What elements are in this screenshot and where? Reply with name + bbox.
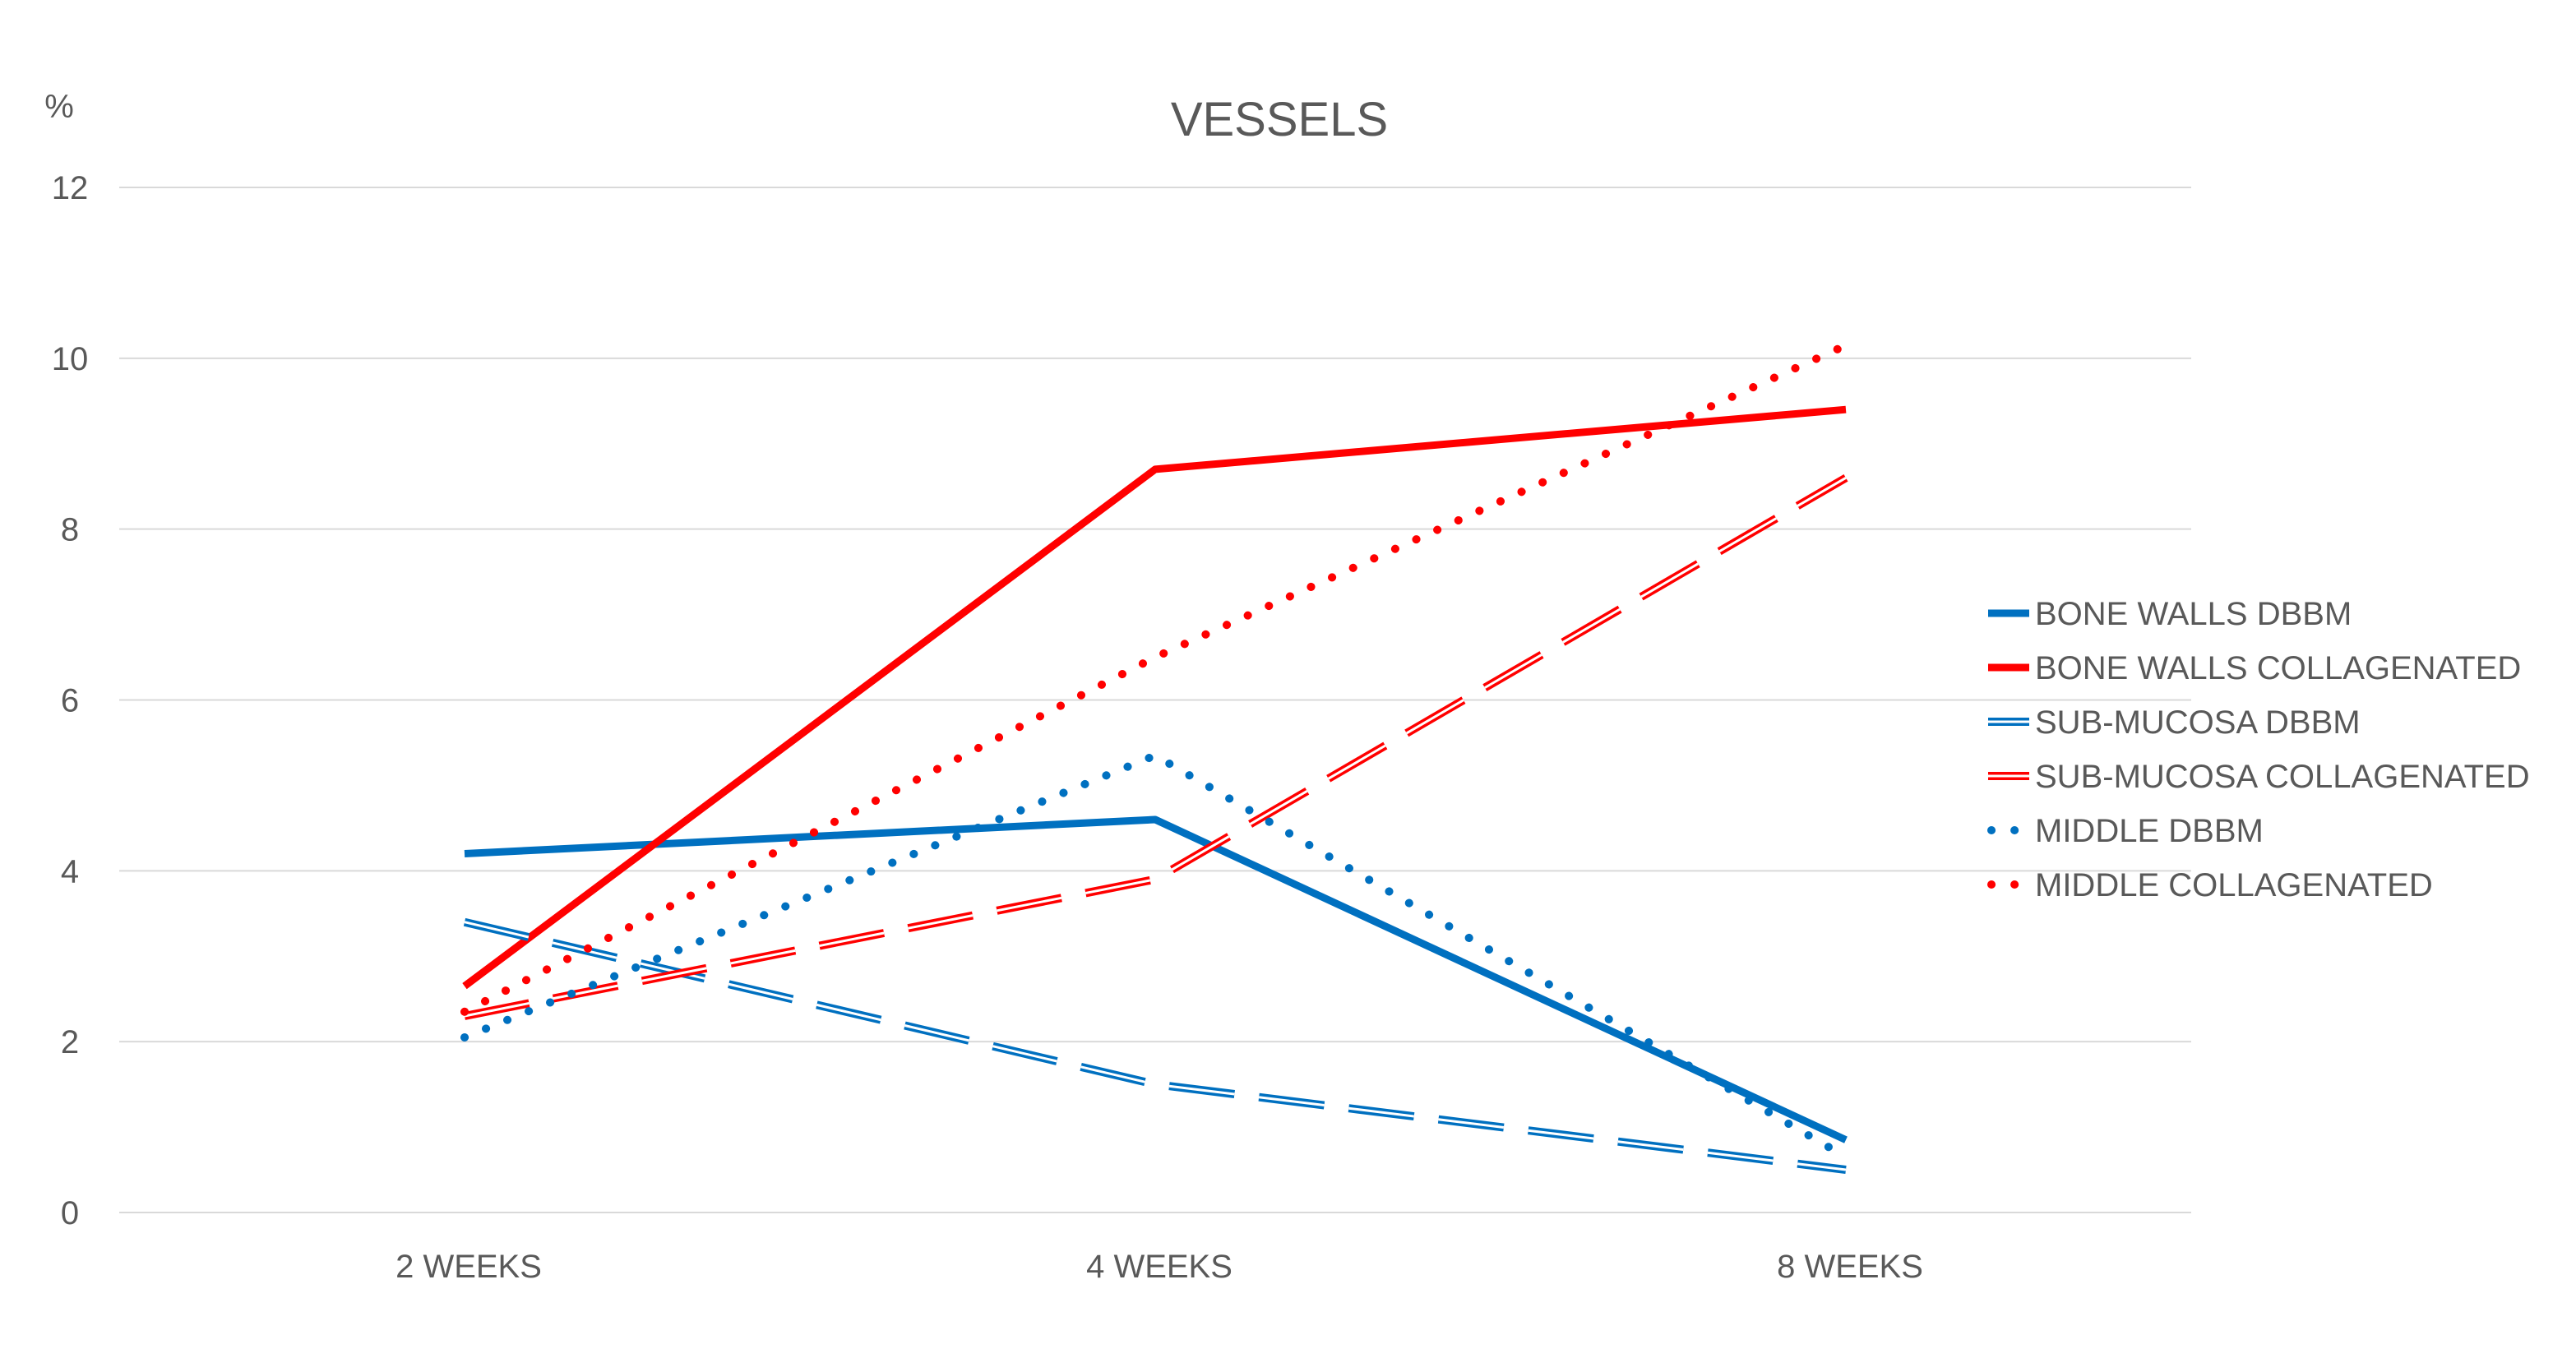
y-tick-label: 6: [61, 683, 79, 719]
legend-item-bone-walls-dbbm: BONE WALLS DBBM: [1988, 596, 2352, 632]
legend-label: BONE WALLS COLLAGENATED: [2035, 650, 2521, 686]
legend-label: SUB-MUCOSA COLLAGENATED: [2035, 759, 2530, 795]
series-line-middle-collagenated-stroke: [460, 341, 1850, 1016]
y-tick-label: 0: [61, 1195, 79, 1231]
series-line-bone-walls-dbbm-stroke: [464, 815, 1848, 1143]
series-line-sub-mucosa-dbbm: [463, 917, 1847, 1174]
legend-label: BONE WALLS DBBM: [2035, 596, 2352, 632]
legend-item-middle-dbbm: MIDDLE DBBM: [1987, 813, 2264, 849]
y-tick-label: 10: [52, 341, 89, 377]
legend-item-sub-mucosa-collagenated: SUB-MUCOSA COLLAGENATED: [1988, 759, 2530, 795]
series-line-bone-walls-collagenated: [462, 405, 1847, 990]
y-axis-unit-label: %: [44, 89, 74, 125]
y-tick-label: 8: [61, 512, 79, 548]
x-tick-label: 8 WEEKS: [1777, 1249, 1923, 1285]
chart-title: VESSELS: [1171, 93, 1388, 146]
series-line-bone-walls-dbbm: [464, 815, 1848, 1143]
series-line-middle-collagenated: [460, 341, 1850, 1016]
legend-label: SUB-MUCOSA DBBM: [2035, 704, 2361, 741]
legend: BONE WALLS DBBM BONE WALLS COLLAGENATED SU…: [1987, 596, 2530, 903]
series-line-middle-dbbm-stroke: [460, 751, 1850, 1162]
data-point-sub-mucosa-collagenated-1: [1154, 879, 1156, 880]
data-point-middle-collagenated-1: [1154, 657, 1156, 658]
series-line-sub-mucosa-collagenated-outer-stroke: [464, 473, 1848, 1020]
legend-label: MIDDLE COLLAGENATED: [2035, 867, 2433, 903]
x-tick-label: 2 WEEKS: [395, 1249, 542, 1285]
data-point-sub-mucosa-dbbm-1: [1154, 1083, 1156, 1085]
data-point-middle-dbbm-1: [1154, 755, 1156, 756]
y-axis-ticks: 0 2 4 6 8 10 12: [52, 170, 89, 1231]
data-point-middle-dbbm-2: [1845, 1156, 1847, 1157]
y-tick-label: 12: [52, 170, 89, 206]
legend-item-sub-mucosa-dbbm: SUB-MUCOSA DBBM: [1988, 704, 2361, 741]
series-line-sub-mucosa-dbbm-inner-stroke: [464, 921, 1847, 1171]
y-tick-label: 4: [61, 853, 79, 889]
legend-label: MIDDLE DBBM: [2035, 813, 2264, 849]
series-line-sub-mucosa-collagenated-inner-stroke: [464, 477, 1847, 1018]
legend-item-bone-walls-collagenated: BONE WALLS COLLAGENATED: [1988, 650, 2521, 686]
data-point-middle-collagenated-2: [1845, 344, 1847, 346]
series-line-bone-walls-collagenated-stroke: [462, 405, 1847, 990]
x-tick-label: 4 WEEKS: [1086, 1249, 1233, 1285]
series-line-middle-dbbm: [460, 751, 1850, 1162]
y-tick-label: 2: [61, 1024, 79, 1060]
legend-item-middle-collagenated: MIDDLE COLLAGENATED: [1987, 867, 2433, 903]
gridlines: [119, 187, 2191, 1213]
series-line-sub-mucosa-collagenated: [464, 473, 1848, 1020]
series-lines: [460, 341, 1850, 1174]
x-axis-ticks: 2 WEEKS 4 WEEKS 8 WEEKS: [395, 1249, 1923, 1285]
